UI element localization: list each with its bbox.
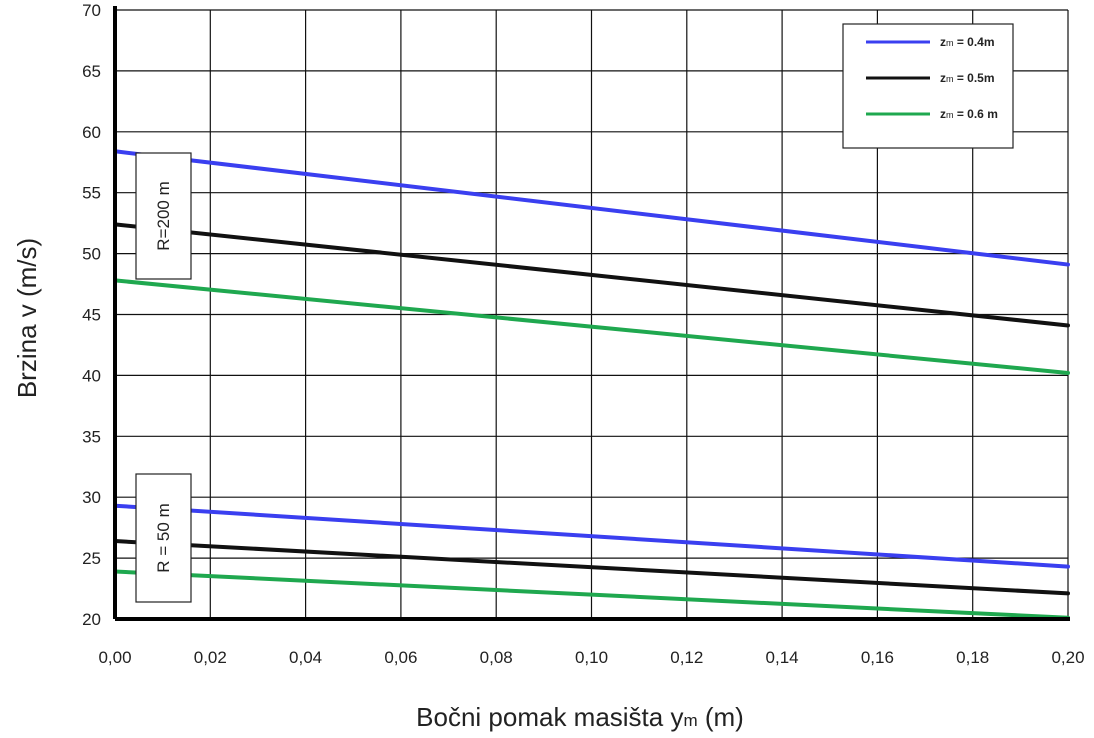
x-tick-label: 0,02 <box>194 648 227 667</box>
x-tick-label: 0,14 <box>766 648 799 667</box>
x-axis-title: Bočni pomak masišta ym (m) <box>416 702 744 732</box>
y-tick-label: 30 <box>82 488 101 507</box>
x-tick-label: 0,06 <box>384 648 417 667</box>
series-line-5 <box>113 569 1070 620</box>
axes <box>113 6 1070 621</box>
legend: zm = 0.4m zm = 0.5m zm = 0.6 m <box>842 23 1014 149</box>
y-tick-label: 20 <box>82 610 101 629</box>
y-tick-label: 50 <box>82 245 101 264</box>
group-label-r50-text: R = 50 m <box>154 503 173 572</box>
x-tick-label: 0,04 <box>289 648 322 667</box>
y-tick-label: 35 <box>82 427 101 446</box>
y-tick-label: 45 <box>82 306 101 325</box>
legend-label: zm = 0.6 m <box>940 107 998 121</box>
series-line-0 <box>113 149 1070 267</box>
y-tick-label: 40 <box>82 366 101 385</box>
x-tick-label: 0,10 <box>575 648 608 667</box>
y-tick-label: 25 <box>82 549 101 568</box>
group-label-r200: R=200 m <box>135 152 192 280</box>
tick-labels: 0,00 0,02 0,04 0,06 0,08 0,10 0,12 0,14 0,16 0,18… <box>82 1 1084 667</box>
y-tick-label: 60 <box>82 123 101 142</box>
group-label-r50: R = 50 m <box>135 473 192 603</box>
series-line-1 <box>113 222 1070 328</box>
x-tick-label: 0,12 <box>670 648 703 667</box>
series-line-4 <box>113 539 1070 596</box>
x-tick-label: 0,18 <box>956 648 989 667</box>
y-tick-label: 70 <box>82 1 101 20</box>
x-tick-label: 0,08 <box>480 648 513 667</box>
x-tick-label: 0,00 <box>98 648 131 667</box>
x-tick-label: 0,20 <box>1051 648 1084 667</box>
legend-label: zm = 0.4m <box>940 35 995 49</box>
y-axis-title: Brzina v (m/s) <box>12 238 42 398</box>
grid-lines <box>115 9 1069 619</box>
x-tick-label: 0,16 <box>861 648 894 667</box>
series-line-3 <box>113 503 1070 569</box>
series-line-2 <box>113 278 1070 375</box>
y-tick-label: 55 <box>82 184 101 203</box>
legend-label: zm = 0.5m <box>940 71 995 85</box>
series-lines <box>113 149 1070 620</box>
y-tick-label: 65 <box>82 62 101 81</box>
group-label-r200-text: R=200 m <box>154 181 173 250</box>
